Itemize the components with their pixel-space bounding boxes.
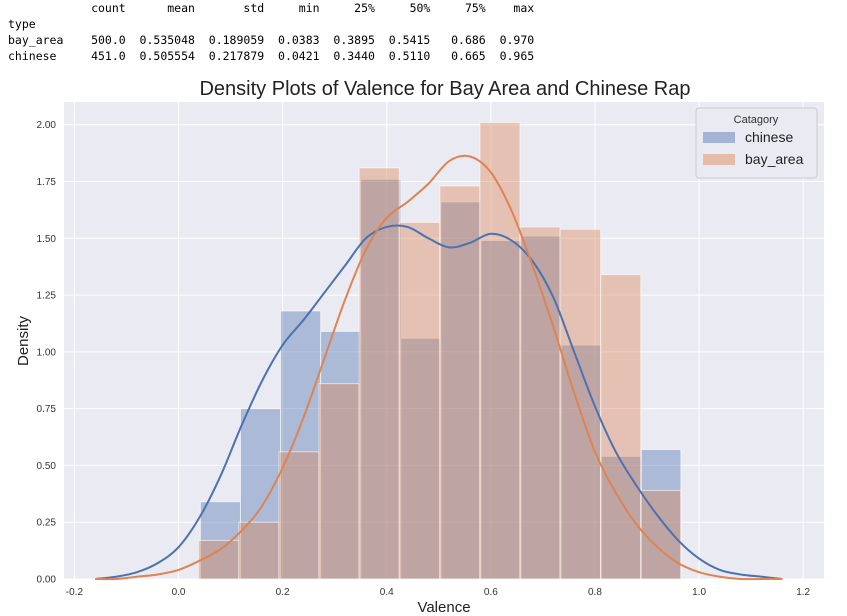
histograms	[197, 121, 682, 580]
x-tick-label: 0.4	[380, 587, 394, 598]
legend-swatch-bay-area	[703, 154, 735, 165]
x-axis-label: Valence	[417, 599, 470, 616]
hist-bar-bay-area	[238, 521, 280, 580]
y-tick-label: 0.50	[37, 461, 57, 472]
hist-bar-chinese	[640, 449, 682, 580]
x-tick-label: 1.0	[692, 587, 706, 598]
x-tick-label: 0.2	[276, 587, 290, 598]
hist-bar-bay-area	[439, 185, 481, 580]
kde-line-chinese	[95, 224, 783, 580]
legend-label-chinese: chinese	[745, 129, 793, 145]
y-tick-label: 1.75	[37, 177, 57, 188]
hist-bar-bay-area	[640, 489, 682, 580]
legend-swatch-chinese	[703, 132, 735, 143]
y-tick-label: 1.50	[37, 234, 57, 245]
hist-bar-chinese	[480, 240, 522, 580]
legend: Catagory chinese bay_area	[695, 107, 818, 179]
hist-bar-bay-area	[519, 226, 561, 580]
y-tick-label: 0.75	[37, 404, 57, 415]
y-tick-labels: 0.00 0.25 0.50 0.75 1.00 1.25 1.50 1.75 2.00	[37, 120, 57, 585]
hist-bar-chinese	[239, 408, 282, 580]
legend-label-bay-area: bay_area	[745, 151, 804, 167]
hist-bar-bay-area	[318, 383, 360, 580]
density-chart: Density Plots of Valence for Bay Area an…	[15, 78, 824, 616]
x-tick-label: 0.6	[484, 587, 498, 598]
x-tick-label: -0.2	[66, 587, 84, 598]
hist-bar-bay-area	[479, 121, 521, 580]
kde-curves	[95, 154, 783, 581]
hist-chinese	[199, 178, 682, 580]
y-tick-label: 1.00	[37, 347, 57, 358]
hist-bar-bay-area	[197, 539, 240, 580]
y-axis-label: Density	[15, 315, 32, 366]
legend-box	[695, 107, 818, 179]
grid	[64, 102, 824, 580]
hist-bay-area	[197, 121, 682, 580]
y-tick-label: 2.00	[37, 120, 57, 131]
chart-title: Density Plots of Valence for Bay Area an…	[199, 78, 690, 100]
x-tick-labels: -0.2 0.0 0.2 0.4 0.6 0.8 1.0 1.2	[66, 587, 811, 598]
kde-line-bay-area	[95, 154, 783, 581]
y-tick-label: 0.00	[37, 575, 57, 586]
legend-title: Catagory	[734, 114, 779, 126]
stats-table: count mean std min 25% 50% 75% max type …	[8, 1, 535, 63]
hist-bar-bay-area	[358, 167, 400, 580]
hist-bar-chinese	[280, 310, 322, 580]
hist-bar-chinese	[560, 344, 602, 580]
y-tick-label: 1.25	[37, 291, 57, 302]
x-tick-label: 0.8	[588, 587, 602, 598]
hist-bar-bay-area	[600, 274, 642, 580]
x-tick-label: 0.0	[172, 587, 186, 598]
y-tick-label: 0.25	[37, 518, 57, 529]
hist-bar-bay-area	[278, 451, 320, 580]
hist-bar-bay-area	[398, 221, 441, 580]
x-tick-label: 1.2	[796, 587, 810, 598]
